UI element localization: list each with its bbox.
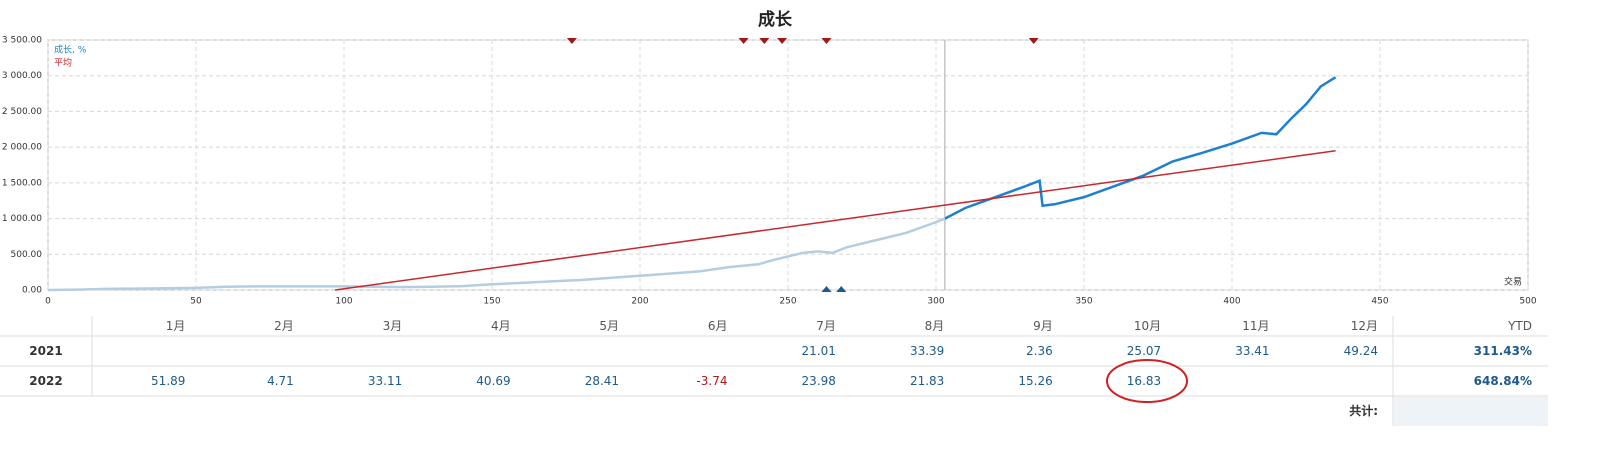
month-value: 49.24 [1343,344,1378,358]
x-tick-label: 200 [631,297,648,307]
legend-entry: 平均 [54,57,72,69]
y-tick-label: 0.00 [22,286,42,296]
month-value: 33.41 [1235,344,1270,358]
column-header: 3月 [382,319,403,333]
month-value: 21.83 [909,374,945,388]
y-tick-label: 1 000.00 [2,214,42,224]
column-header: 11月 [1242,319,1270,333]
month-value: 40.69 [476,374,511,388]
y-tick-label: 3 000.00 [2,71,42,81]
top-marker [566,38,577,44]
month-value: 4.71 [267,374,294,388]
row-label: 2022 [29,374,63,388]
month-value: 21.01 [801,344,836,358]
x-tick-label: 50 [190,297,202,307]
y-tick-label: 3 500.00 [2,36,42,46]
bottom-marker [821,286,832,292]
y-tick-label: 500.00 [11,250,43,260]
x-axis-label: 交易 [1504,276,1522,288]
top-marker [738,38,749,44]
y-tick-label: 2 000.00 [2,143,42,153]
highlight-circle [1106,359,1188,403]
total-cell [1394,397,1548,426]
column-header: 4月 [491,319,511,333]
month-value: 33.39 [909,344,945,358]
chart-title: 成长 [758,9,793,30]
column-header: 2月 [274,319,294,333]
column-header: 8月 [924,319,945,333]
x-tick-label: 450 [1371,297,1388,307]
column-header: 1月 [165,319,186,333]
column-header: 6月 [707,319,728,333]
bottom-marker [836,286,847,292]
column-header: 5月 [599,319,620,333]
series-line [47,76,1337,292]
month-value: 25.07 [1126,344,1162,358]
month-value: -3.74 [696,374,728,388]
x-tick-label: 0 [45,297,51,307]
column-header: 10月 [1133,319,1162,333]
x-tick-label: 500 [1519,297,1536,307]
month-value: 28.41 [584,374,620,388]
x-tick-label: 150 [483,297,500,307]
row-label: 2021 [29,344,63,358]
ytd-value: 311.43% [1473,344,1532,358]
column-header: 7月 [816,319,836,333]
top-marker [821,38,832,44]
x-tick-label: 250 [779,297,796,307]
total-label: 共计: [1349,404,1378,418]
month-value: 2.36 [1026,344,1053,358]
column-header: 12月 [1350,319,1378,333]
top-marker [759,38,770,44]
y-tick-label: 1 500.00 [2,178,42,188]
y-tick-label: 2 500.00 [2,107,42,117]
ytd-value: 648.84% [1473,374,1532,388]
x-tick-label: 100 [335,297,352,307]
column-header: YTD [1508,319,1532,333]
legend-entry: 成长, % [54,44,87,56]
x-tick-label: 300 [927,297,944,307]
month-value: 15.26 [1018,374,1053,388]
month-value: 51.89 [151,374,186,388]
month-value: 33.11 [367,374,403,388]
month-value: 16.83 [1126,374,1162,388]
month-value: 23.98 [801,374,836,388]
x-tick-label: 350 [1075,297,1092,307]
x-tick-label: 400 [1223,297,1240,307]
top-marker [1028,38,1039,44]
column-header: 9月 [1033,319,1053,333]
top-marker [777,38,788,44]
series-line [335,149,1336,291]
